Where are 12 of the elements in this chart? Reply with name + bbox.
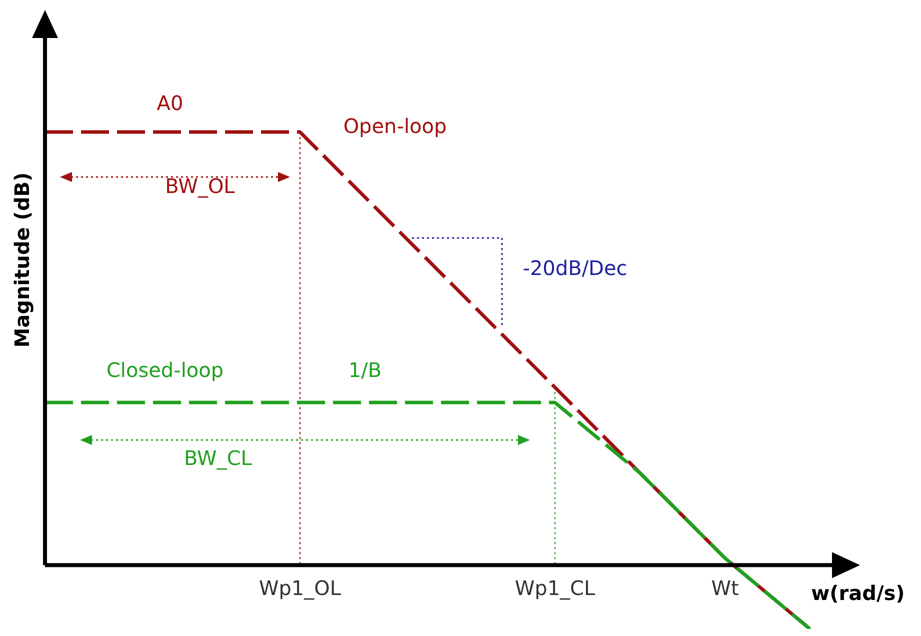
annotation: -20dB/Dec (522, 256, 628, 280)
x-tick-label: Wp1_OL (258, 576, 342, 600)
series-label: Closed-loop (106, 358, 224, 382)
x-axis-title: w(rad/s) (811, 581, 905, 605)
annotation: BW_CL (184, 446, 253, 470)
annotation: BW_OL (165, 174, 236, 198)
x-tick-label: Wt (711, 576, 739, 600)
text: A0 (156, 91, 184, 115)
x-tick-label: Wp1_CL (514, 576, 596, 600)
annotation: 1/B (348, 358, 382, 382)
y-axis-title: Magnitude (dB) (10, 172, 34, 348)
series-label: Open-loop (343, 114, 447, 138)
